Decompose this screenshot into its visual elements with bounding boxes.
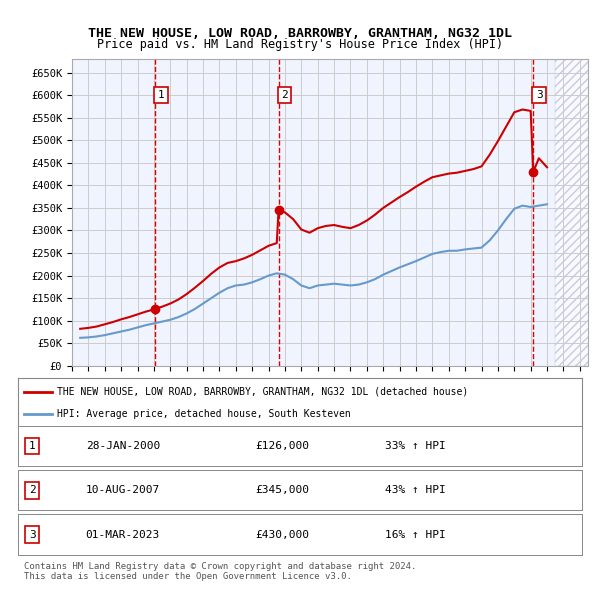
Text: £430,000: £430,000 <box>255 530 309 539</box>
Text: 10-AUG-2007: 10-AUG-2007 <box>86 486 160 495</box>
Text: Price paid vs. HM Land Registry's House Price Index (HPI): Price paid vs. HM Land Registry's House … <box>97 38 503 51</box>
Text: 1: 1 <box>29 441 35 451</box>
Text: 16% ↑ HPI: 16% ↑ HPI <box>385 530 445 539</box>
Text: 3: 3 <box>536 90 542 100</box>
Text: 1: 1 <box>158 90 164 100</box>
Text: 2: 2 <box>281 90 288 100</box>
Text: 43% ↑ HPI: 43% ↑ HPI <box>385 486 445 495</box>
Text: 3: 3 <box>29 530 35 539</box>
Text: Contains HM Land Registry data © Crown copyright and database right 2024.
This d: Contains HM Land Registry data © Crown c… <box>24 562 416 581</box>
Text: THE NEW HOUSE, LOW ROAD, BARROWBY, GRANTHAM, NG32 1DL (detached house): THE NEW HOUSE, LOW ROAD, BARROWBY, GRANT… <box>58 386 469 396</box>
Text: £126,000: £126,000 <box>255 441 309 451</box>
Text: 01-MAR-2023: 01-MAR-2023 <box>86 530 160 539</box>
Text: 33% ↑ HPI: 33% ↑ HPI <box>385 441 445 451</box>
Text: HPI: Average price, detached house, South Kesteven: HPI: Average price, detached house, Sout… <box>58 409 351 419</box>
Text: 2: 2 <box>29 486 35 495</box>
Text: 28-JAN-2000: 28-JAN-2000 <box>86 441 160 451</box>
Text: THE NEW HOUSE, LOW ROAD, BARROWBY, GRANTHAM, NG32 1DL: THE NEW HOUSE, LOW ROAD, BARROWBY, GRANT… <box>88 27 512 40</box>
Bar <box>555 59 596 366</box>
Text: £345,000: £345,000 <box>255 486 309 495</box>
